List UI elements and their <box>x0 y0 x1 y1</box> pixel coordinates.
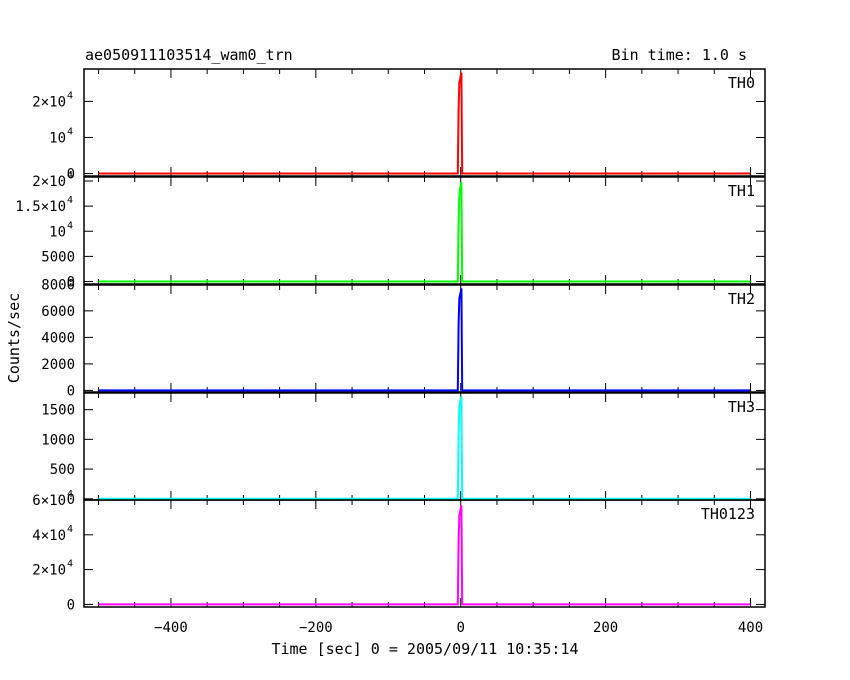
y-tick-exponent: 4 <box>67 90 73 101</box>
y-tick-label: 0 <box>67 383 75 399</box>
y-tick-exponent: 4 <box>67 126 73 137</box>
x-axis-label: Time [sec] 0 = 2005/09/11 10:35:14 <box>271 640 578 658</box>
y-tick-label: 500 <box>50 462 75 478</box>
y-tick-exponent: 4 <box>67 489 73 500</box>
panel-name-label: TH3 <box>728 398 755 416</box>
y-tick-label: 0 <box>67 597 75 613</box>
y-tick-label: 8000 <box>41 277 75 293</box>
series-line-th0123 <box>98 505 751 606</box>
y-tick-exponent: 4 <box>67 559 73 570</box>
panel-frame <box>83 499 766 608</box>
y-tick-label: 6000 <box>41 304 75 320</box>
bin-time-label: Bin time: 1.0 s <box>612 46 747 64</box>
x-tick-label: 400 <box>738 620 763 636</box>
x-tick-label: −400 <box>154 620 188 636</box>
y-tick-label: 1000 <box>41 432 75 448</box>
y-tick-label: 6×10 <box>32 493 66 509</box>
panel-th3: 0 500 1000 1500 TH3 <box>41 392 766 508</box>
y-axis-label: Counts/sec <box>5 293 23 383</box>
y-tick-label: 2×10 <box>32 94 66 110</box>
series-line-th2 <box>98 288 751 392</box>
y-tick-label: 10 <box>49 130 66 146</box>
y-tick-label: 1.5×10 <box>15 199 66 215</box>
panel-frame <box>83 392 766 501</box>
y-tick-label: 0 <box>67 274 75 290</box>
y-tick-label: 2×10 <box>32 563 66 579</box>
y-tick-label: 4×10 <box>32 528 66 544</box>
y-tick-label: 0 <box>67 166 75 182</box>
chart-title: ae050911103514_wam0_trn <box>85 46 293 64</box>
y-tick-exponent: 4 <box>67 524 73 535</box>
panel-th2: 0 2000 4000 6000 8000 TH2 <box>41 277 766 399</box>
x-tick-label: −200 <box>299 620 333 636</box>
panel-frame <box>83 284 766 393</box>
y-tick-label: 2000 <box>41 357 75 373</box>
y-tick-label: 1500 <box>41 403 75 419</box>
panel-frame <box>83 68 766 177</box>
panel-frame <box>83 176 766 285</box>
x-tick-label: 200 <box>593 620 618 636</box>
series-line-th3 <box>98 396 751 500</box>
series-line-th1 <box>98 181 751 283</box>
panel-name-label: TH0 <box>728 74 755 92</box>
panel-name-label: TH2 <box>728 290 755 308</box>
panel-name-label: TH1 <box>728 182 755 200</box>
y-tick-label: 2×10 <box>32 174 66 190</box>
series-line-th0 <box>98 72 751 175</box>
y-tick-label: 10 <box>49 224 66 240</box>
y-tick-label: 5000 <box>41 249 75 265</box>
y-tick-exponent: 4 <box>67 220 73 231</box>
y-tick-exponent: 4 <box>67 195 73 206</box>
x-tick-label: 0 <box>457 620 465 636</box>
panel-name-label: TH0123 <box>701 505 755 523</box>
y-tick-exponent: 4 <box>67 170 73 181</box>
y-tick-label: 4000 <box>41 330 75 346</box>
y-tick-label: 0 <box>67 492 75 508</box>
